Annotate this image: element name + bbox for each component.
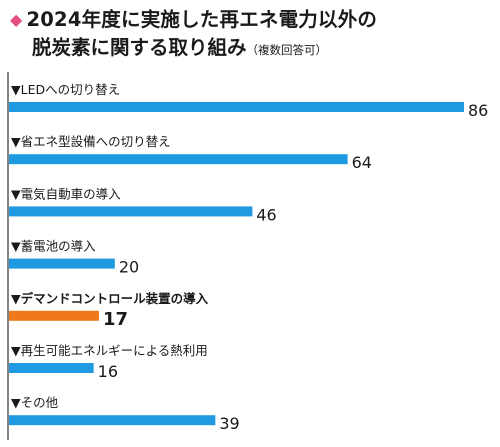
chart-title-continued: 脱炭素に関する取り組み bbox=[32, 36, 247, 59]
value-label: 39 bbox=[219, 414, 239, 433]
category-label: ▼電気自動車の導入 bbox=[11, 186, 121, 201]
value-label: 46 bbox=[256, 205, 276, 224]
chart-subtitle: （複数回答可） bbox=[246, 43, 328, 57]
bar bbox=[9, 154, 348, 165]
bar bbox=[9, 258, 115, 269]
chart-title: 2024年度に実施した再エネ電力以外の bbox=[26, 8, 378, 31]
bar bbox=[9, 363, 94, 373]
category-label: ▼LEDへの切り替え bbox=[11, 82, 120, 97]
value-label: 64 bbox=[352, 153, 372, 172]
category-label: ▼蓄電池の導入 bbox=[11, 239, 96, 254]
diamond-icon: ◆ bbox=[10, 10, 23, 29]
category-label: ▼その他 bbox=[11, 395, 59, 410]
category-label: ▼デマンドコントロール装置の導入 bbox=[11, 291, 209, 306]
title-block: ◆ 2024年度に実施した再エネ電力以外の 脱炭素に関する取り組み（複数回答可） bbox=[10, 6, 490, 64]
category-label: ▼省エネ型設備への切り替え bbox=[11, 134, 171, 149]
value-label: 20 bbox=[119, 258, 139, 277]
bar bbox=[9, 206, 253, 217]
value-label: 17 bbox=[103, 309, 128, 330]
bar bbox=[9, 310, 99, 321]
bar bbox=[9, 102, 464, 112]
category-label: ▼再生可能エネルギーによる熱利用 bbox=[11, 343, 208, 358]
title-line-1: ◆ 2024年度に実施した再エネ電力以外の bbox=[10, 6, 490, 34]
title-line-2: 脱炭素に関する取り組み（複数回答可） bbox=[10, 34, 490, 64]
bar bbox=[9, 415, 216, 426]
value-label: 16 bbox=[98, 362, 118, 381]
value-label: 86 bbox=[468, 101, 488, 120]
